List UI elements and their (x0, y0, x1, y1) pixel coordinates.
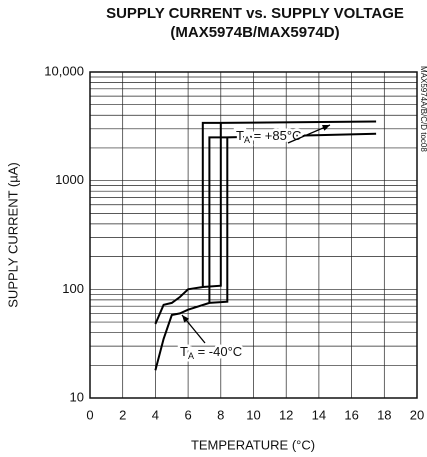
series-label-sub: A (244, 135, 250, 145)
y-tick-label: 10 (70, 389, 84, 404)
x-tick-label: 16 (344, 407, 358, 422)
x-tick-label: 10 (246, 407, 260, 422)
y-axis-label: SUPPLY CURRENT (µA) (5, 162, 20, 307)
x-tick-label: 20 (410, 407, 424, 422)
chart-title: SUPPLY CURRENT vs. SUPPLY VOLTAGE (106, 5, 404, 22)
side-note: MAX5974A/B/C/D toc08 (419, 66, 427, 152)
line-series (154, 120, 377, 325)
x-tick-label: 12 (279, 407, 293, 422)
x-tick-label: 18 (377, 407, 391, 422)
x-tick-label: 0 (86, 407, 93, 422)
series-label-rest: = +85°C (250, 128, 301, 143)
plot-frame (89, 71, 418, 399)
y-tick-label: 100 (62, 281, 84, 296)
series-label-rest: = -40°C (194, 344, 242, 359)
series-label: TA = -40°C (180, 344, 242, 361)
chart-subtitle: (MAX5974B/MAX5974D) (170, 24, 339, 41)
line-series (154, 132, 377, 371)
x-tick-label: 4 (152, 407, 159, 422)
x-tick-label: 14 (312, 407, 326, 422)
x-tick-label: 2 (119, 407, 126, 422)
y-tick-label: 1000 (55, 172, 84, 187)
pointer-head (322, 125, 330, 131)
pointer-line (287, 124, 331, 144)
series-label-main: T (236, 128, 244, 143)
series-label: TA = +85°C (236, 128, 301, 145)
series-label-sub: A (188, 351, 194, 361)
x-tick-label: 8 (217, 407, 224, 422)
y-tick-label: 10,000 (44, 63, 84, 78)
x-tick-label: 6 (184, 407, 191, 422)
series-label-main: T (180, 344, 188, 359)
x-axis-label: TEMPERATURE (°C) (191, 437, 315, 452)
pointer-head (182, 315, 190, 323)
